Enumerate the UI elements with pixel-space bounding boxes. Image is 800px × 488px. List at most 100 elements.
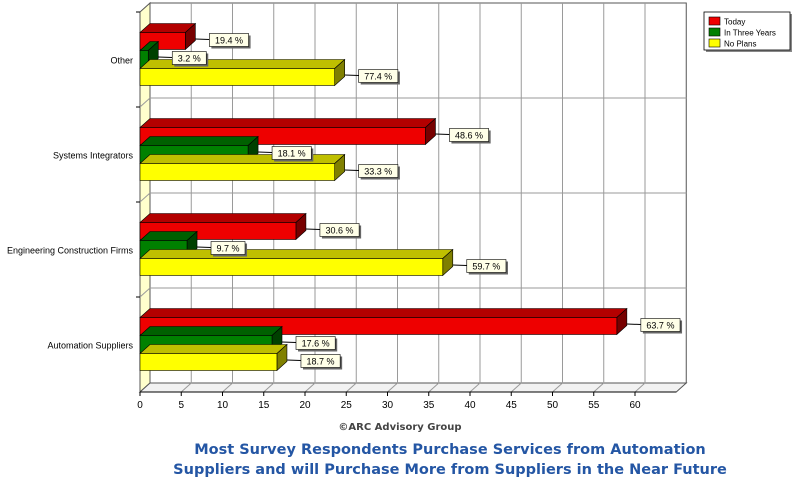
- data-label-no-plans-automation-suppliers: 18.7 %: [307, 357, 335, 367]
- gridline-floor: [304, 382, 316, 393]
- legend-swatch-in-three-years: [708, 27, 721, 37]
- x-tick-label: 50: [547, 400, 559, 411]
- bar-front: [139, 68, 335, 86]
- leader-line: [305, 228, 320, 230]
- data-label-box: [210, 241, 246, 255]
- data-label-box: [358, 69, 399, 83]
- data-label-box: [319, 223, 360, 237]
- data-label-today-automation-suppliers: 63.7 %: [646, 321, 674, 331]
- gridline-horizontal-wall: [139, 97, 151, 108]
- x-tick-label: 15: [258, 400, 270, 411]
- category-label-automation-suppliers: Automation Suppliers: [47, 341, 133, 351]
- x-tick-label: 45: [506, 400, 518, 411]
- legend: Today In Three Years No Plans: [703, 11, 792, 52]
- bar-no-plans-systems-integrators: [139, 153, 346, 182]
- data-label-box: [466, 259, 507, 273]
- x-tick-label: 30: [382, 400, 394, 411]
- leader-line: [344, 169, 359, 171]
- bar-front: [139, 163, 335, 181]
- chart-credit: ©ARC Advisory Group: [338, 422, 462, 433]
- legend-swatch-today: [708, 16, 721, 26]
- leader-line: [286, 359, 301, 361]
- gridline-floor: [510, 382, 522, 393]
- data-label-box: [640, 318, 681, 332]
- gridline-floor: [345, 382, 357, 393]
- legend-swatch-no-plans: [708, 38, 721, 48]
- data-label-today-systems-integrators: 48.6 %: [455, 131, 483, 141]
- bar-no-plans-engineering-construction-firms: [139, 248, 454, 277]
- legend-label-in-three-years: In Three Years: [724, 29, 776, 38]
- leader-line: [158, 56, 173, 58]
- category-label-engineering-construction-firms: Engineering Construction Firms: [7, 246, 134, 256]
- data-label-no-plans-systems-integrators: 33.3 %: [364, 167, 392, 177]
- data-label-box: [271, 146, 312, 160]
- legend-label-today: Today: [724, 18, 745, 27]
- bar-top: [139, 249, 454, 259]
- category-label-systems-integrators: Systems Integrators: [53, 151, 134, 161]
- bar-top: [139, 59, 346, 69]
- gridline-horizontal-wall: [139, 192, 151, 203]
- x-tick-label: 0: [137, 400, 143, 411]
- leader-line: [281, 341, 297, 343]
- caption-line-1: Most Survey Respondents Purchase Service…: [194, 442, 706, 458]
- data-label-box: [209, 33, 249, 47]
- gridline-floor: [263, 382, 275, 393]
- leader-line: [626, 323, 641, 325]
- gridline-floor: [634, 382, 646, 393]
- bar-top: [139, 213, 307, 223]
- leader-line: [435, 133, 450, 135]
- bar-front: [139, 258, 444, 276]
- gridline-floor: [593, 382, 605, 393]
- leader-line: [197, 246, 212, 248]
- data-label-box: [449, 128, 489, 142]
- data-labels: 19.4 % 3.2 % 77.4 % 48.6 % 18.1 % 33.3 % 30.6 …: [158, 33, 683, 370]
- leader-line: [344, 74, 359, 76]
- gridline-floor: [222, 382, 233, 393]
- bar-top: [139, 154, 346, 164]
- bar-top: [139, 344, 288, 354]
- bar-top: [139, 326, 283, 336]
- x-tick-label: 35: [423, 400, 435, 411]
- x-tick-label: 60: [629, 400, 641, 411]
- data-label-box: [358, 164, 399, 178]
- gridline-floor: [180, 382, 192, 393]
- data-label-box: [171, 51, 207, 65]
- x-axis: 0 5 10 15 20 25 30 35 40 45 50 55 60: [137, 391, 677, 411]
- leader-line: [452, 264, 467, 266]
- caption-line-2: Suppliers and will Purchase More from Su…: [173, 462, 727, 478]
- leader-line: [195, 38, 210, 40]
- bar-no-plans-other: [139, 58, 346, 87]
- bar-top: [139, 118, 437, 128]
- data-label-no-plans-other: 77.4 %: [364, 72, 392, 82]
- gridline-floor: [552, 382, 563, 393]
- data-label-box: [295, 336, 336, 350]
- bar-front: [139, 353, 278, 371]
- chart-caption: Most Survey Respondents Purchase Service…: [90, 440, 800, 480]
- x-tick-label: 20: [299, 400, 311, 411]
- leader-line: [258, 151, 273, 153]
- x-tick-label: 5: [178, 400, 184, 411]
- bar-top: [139, 136, 259, 146]
- gridline-floor: [469, 382, 481, 393]
- x-tick-label: 40: [464, 400, 476, 411]
- data-label-no-plans-engineering-construction-firms: 59.7 %: [472, 262, 500, 272]
- gridline-horizontal-wall: [139, 287, 151, 298]
- data-label-in-three-years-systems-integrators: 18.1 %: [278, 149, 306, 159]
- category-label-other: Other: [110, 56, 133, 66]
- plot-floor: [138, 382, 688, 393]
- gridline-floor: [428, 382, 440, 393]
- bar-no-plans-automation-suppliers: [139, 343, 288, 372]
- data-label-in-three-years-other: 3.2 %: [178, 54, 201, 64]
- data-label-in-three-years-engineering-construction-firms: 9.7 %: [217, 244, 240, 254]
- data-label-today-other: 19.4 %: [215, 36, 243, 46]
- x-tick-label: 55: [588, 400, 600, 411]
- data-label-box: [300, 354, 341, 368]
- y-axis: Other Systems Integrators Engineering Cons…: [7, 11, 140, 351]
- bar-top: [139, 308, 628, 318]
- legend-label-no-plans: No Plans: [724, 40, 756, 49]
- bar-chart: 0 5 10 15 20 25 30 35 40 45 50 55 60 Other Systems In…: [7, 1, 792, 411]
- x-tick-label: 25: [341, 400, 353, 411]
- data-label-today-engineering-construction-firms: 30.6 %: [326, 226, 354, 236]
- data-label-in-three-years-automation-suppliers: 17.6 %: [302, 339, 330, 349]
- gridline-floor: [387, 382, 398, 393]
